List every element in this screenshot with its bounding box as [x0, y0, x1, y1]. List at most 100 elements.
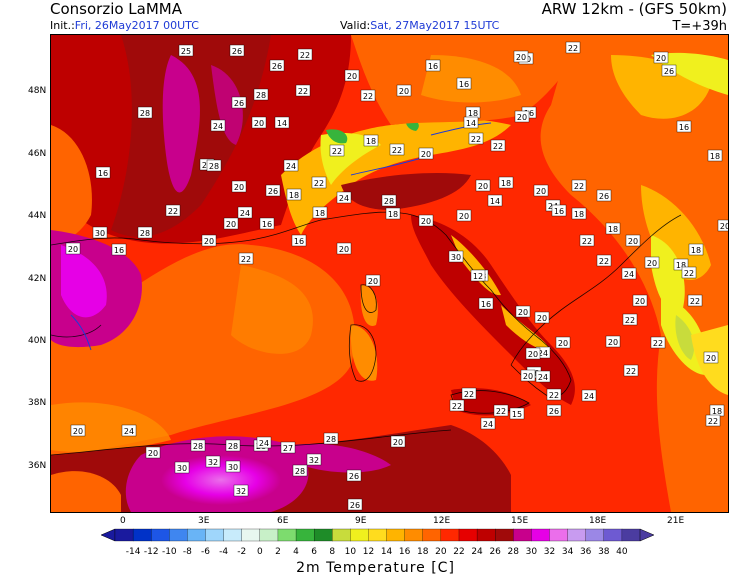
svg-text:22: 22	[471, 135, 481, 144]
svg-text:32: 32	[208, 458, 218, 467]
svg-text:20: 20	[706, 354, 716, 363]
svg-text:28: 28	[209, 162, 219, 171]
svg-text:20: 20	[635, 297, 645, 306]
temperature-label: 20	[717, 219, 728, 232]
temperature-label: 22	[297, 48, 313, 61]
legend-arrow-low	[100, 528, 116, 542]
temperature-label: 18	[688, 243, 704, 256]
legend-value: 12	[363, 547, 374, 557]
legend-swatch	[295, 528, 315, 542]
legend-swatch	[350, 528, 369, 542]
legend-value: 14	[381, 547, 393, 557]
svg-text:20: 20	[421, 150, 431, 159]
temperature-label: 20	[145, 446, 161, 459]
svg-text:24: 24	[538, 349, 548, 358]
svg-text:20: 20	[628, 237, 638, 246]
svg-text:24: 24	[538, 373, 548, 382]
svg-text:18: 18	[315, 209, 325, 218]
temperature-label: 22	[546, 388, 562, 401]
svg-text:20: 20	[339, 245, 349, 254]
svg-text:20: 20	[517, 113, 527, 122]
temperature-label: 22	[490, 139, 506, 152]
source-title: Consorzio LaMMA	[50, 0, 182, 18]
temperature-label: 25	[178, 44, 194, 57]
svg-text:32: 32	[236, 487, 246, 496]
temperature-label: 24	[283, 159, 299, 172]
legend-value: 10	[345, 547, 357, 557]
svg-text:28: 28	[228, 442, 238, 451]
temperature-label: 22	[295, 84, 311, 97]
svg-text:20: 20	[478, 182, 488, 191]
temperature-label: 16	[111, 243, 127, 256]
temperature-label: 18	[465, 106, 481, 119]
svg-text:18: 18	[608, 225, 618, 234]
svg-text:22: 22	[574, 182, 584, 191]
temperature-label: 16	[291, 234, 307, 247]
temperature-label: 20	[514, 110, 530, 123]
svg-text:18: 18	[710, 152, 720, 161]
temperature-label: 20	[396, 84, 412, 97]
svg-text:28: 28	[295, 467, 305, 476]
temperature-label: 22	[311, 176, 327, 189]
svg-text:28: 28	[384, 197, 394, 206]
svg-text:20: 20	[528, 350, 538, 359]
valid-time: Valid:Sat, 27May2017 15UTC	[340, 19, 499, 32]
temperature-label: 20	[644, 256, 660, 269]
legend-value: 2	[275, 547, 281, 557]
temperature-label: 14	[274, 116, 290, 129]
svg-text:22: 22	[599, 257, 609, 266]
init-label: Init.:	[50, 19, 75, 32]
legend-value: 40	[616, 547, 628, 557]
temperature-label: 27	[280, 441, 296, 454]
legend-swatch	[603, 528, 623, 542]
legend-value: -6	[201, 547, 210, 557]
svg-text:20: 20	[516, 53, 526, 62]
lon-tick-label: 0	[120, 516, 126, 526]
temperature-label: 20	[390, 435, 406, 448]
legend-swatch	[132, 528, 152, 542]
temperature-label: 20	[65, 242, 81, 255]
svg-text:22: 22	[363, 92, 373, 101]
legend-swatch	[169, 528, 188, 542]
svg-text:16: 16	[459, 80, 469, 89]
temperature-label: 16	[551, 204, 567, 217]
legend-value: 6	[311, 547, 317, 557]
legend-swatch	[404, 528, 424, 542]
lat-tick-label: 46N	[28, 149, 47, 159]
svg-text:22: 22	[690, 297, 700, 306]
svg-text:22: 22	[392, 146, 402, 155]
temperature-label: 32	[205, 455, 221, 468]
temperature-label: 22	[238, 252, 254, 265]
svg-text:20: 20	[226, 220, 236, 229]
balkans-yellow-north	[651, 52, 728, 95]
svg-text:18: 18	[468, 109, 478, 118]
svg-text:18: 18	[676, 261, 686, 270]
svg-text:26: 26	[599, 192, 609, 201]
svg-text:18: 18	[289, 191, 299, 200]
temperature-label: 16	[676, 120, 692, 133]
temperature-label: 26	[229, 44, 245, 57]
legend-swatch	[277, 528, 297, 542]
temperature-label: 22	[360, 89, 376, 102]
svg-text:20: 20	[368, 277, 378, 286]
init-time: Init.:Fri, 26May2017 00UTC	[50, 19, 199, 32]
temperature-label: 30	[448, 250, 464, 263]
legend-value: 26	[489, 547, 501, 557]
svg-text:22: 22	[241, 255, 251, 264]
legend-value: -12	[144, 547, 159, 557]
temperature-label: 18	[707, 149, 723, 162]
land-balkans	[540, 35, 728, 512]
temperature-label: 22	[705, 414, 721, 427]
svg-text:20: 20	[523, 372, 533, 381]
svg-text:20: 20	[234, 183, 244, 192]
legend-swatch	[313, 528, 333, 542]
legend-value: 18	[417, 547, 429, 557]
svg-text:16: 16	[294, 237, 304, 246]
legend-swatch	[585, 528, 605, 542]
svg-text:28: 28	[140, 229, 150, 238]
svg-text:18: 18	[691, 246, 701, 255]
svg-text:32: 32	[309, 456, 319, 465]
temperature-label: 30	[92, 226, 108, 239]
svg-text:20: 20	[204, 237, 214, 246]
temperature-label: 22	[389, 143, 405, 156]
